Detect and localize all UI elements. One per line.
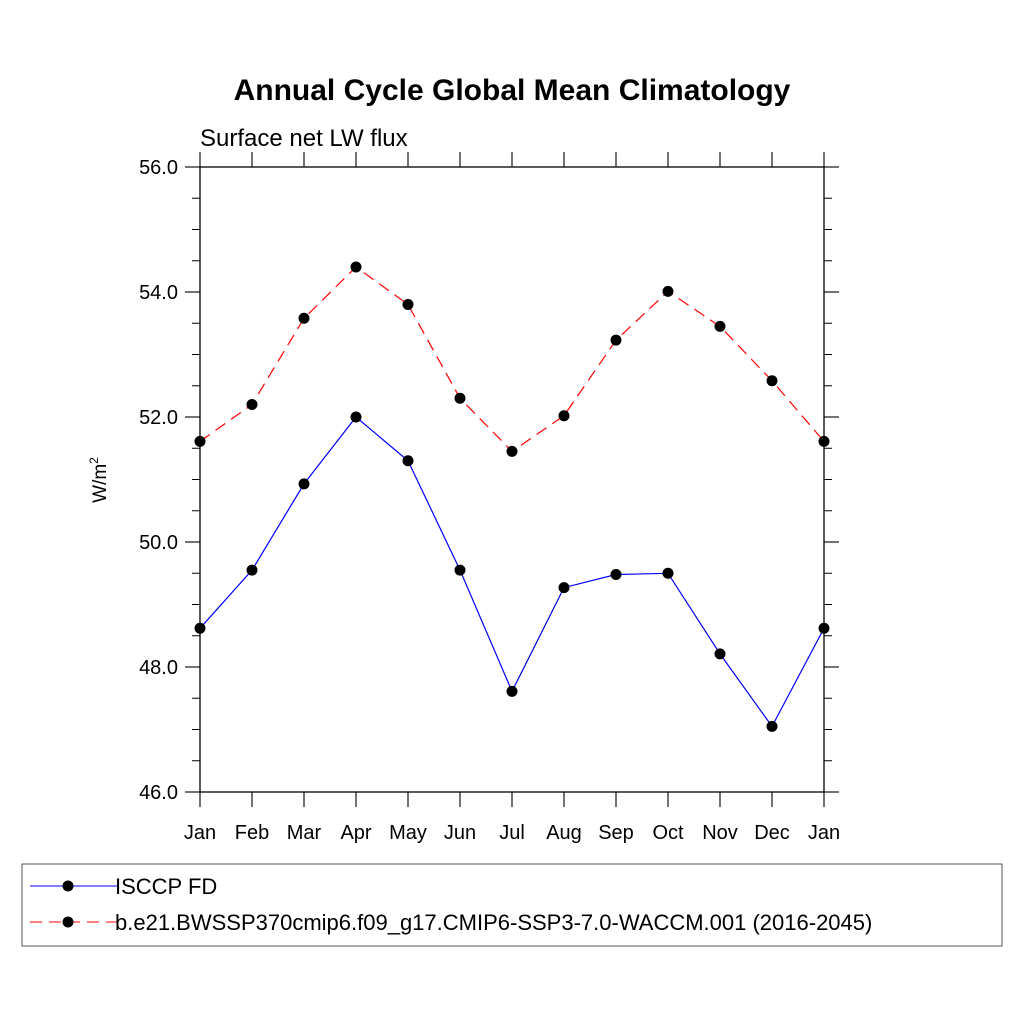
y-tick-label: 54.0 <box>139 282 178 304</box>
legend-marker-isccp <box>62 880 74 892</box>
series-1-point <box>662 285 674 297</box>
legend-marker-model <box>62 916 74 928</box>
y-axis-label-superscript: 2 <box>87 457 101 464</box>
series-0-point <box>818 622 830 634</box>
series-1-point <box>818 435 830 447</box>
legend-box <box>21 863 1003 947</box>
series-0-point <box>662 567 674 579</box>
series-0-point <box>246 564 258 576</box>
series-line-1 <box>199 266 825 453</box>
x-tick-label: May <box>389 822 427 844</box>
series-0-point <box>194 622 206 634</box>
x-tick-label: Jul <box>499 822 525 844</box>
y-tick-label: 48.0 <box>139 657 178 679</box>
series-1-point <box>402 299 414 310</box>
series-1-point <box>558 410 570 422</box>
legend: ISCCP FD b.e21.BWSSP370cmip6.f09_g17.CMI… <box>21 863 1003 947</box>
x-tick-label: Sep <box>598 822 634 844</box>
x-tick-label: Dec <box>754 822 790 844</box>
series-0-point <box>766 720 778 732</box>
x-tick-label: Oct <box>652 822 684 844</box>
series-1-point <box>714 320 726 332</box>
y-axis-label-base: W/m <box>90 464 111 503</box>
series-1-point <box>506 445 518 457</box>
series-1-point <box>350 261 362 273</box>
x-tick-label: Jan <box>184 822 216 844</box>
chart-subtitle: Surface net LW flux <box>200 125 408 152</box>
legend-label-model: b.e21.BWSSP370cmip6.f09_g17.CMIP6-SSP3-7… <box>115 910 872 935</box>
x-tick-label: Aug <box>546 822 582 844</box>
series-0-point <box>402 455 414 467</box>
chart-title: Annual Cycle Global Mean Climatology <box>234 74 791 107</box>
series-0-point <box>558 582 570 594</box>
svg-text:W/m2: W/m2 <box>87 457 111 503</box>
x-tick-label: Feb <box>235 822 269 844</box>
series-0-point <box>350 411 362 423</box>
legend-label-isccp: ISCCP FD <box>115 874 217 899</box>
series-0-point <box>454 564 466 576</box>
series-1-point <box>298 312 310 324</box>
plot-frame <box>199 166 825 793</box>
series-1-point <box>454 392 466 404</box>
y-tick-label: 50.0 <box>139 532 178 554</box>
x-tick-label: Mar <box>287 822 322 844</box>
series-1-point <box>194 435 206 447</box>
y-tick-label: 46.0 <box>139 782 178 804</box>
series-1-point <box>246 399 258 410</box>
y-axis-label: W/m2 <box>87 457 111 503</box>
y-tick-labels: 46.0 48.0 50.0 52.0 54.0 56.0 <box>139 157 178 804</box>
series-line-0 <box>199 416 825 728</box>
series-group <box>194 261 830 732</box>
series-0-point <box>714 648 726 660</box>
axis-ticks <box>185 152 839 807</box>
x-tick-labels: Jan Feb Mar Apr May Jun Jul Aug Sep Oct Nov Dec Jan <box>184 822 840 844</box>
y-tick-label: 52.0 <box>139 407 178 429</box>
series-1-point <box>766 375 778 387</box>
x-tick-label: Jan <box>808 822 840 844</box>
series-1-point <box>610 334 622 346</box>
x-tick-label: Jun <box>444 822 476 844</box>
series-0-point <box>506 685 518 697</box>
x-tick-label: Nov <box>702 822 738 844</box>
series-0-point <box>298 478 310 490</box>
x-tick-label: Apr <box>340 822 371 844</box>
series-0-point <box>610 569 622 580</box>
y-tick-label: 56.0 <box>139 157 178 179</box>
